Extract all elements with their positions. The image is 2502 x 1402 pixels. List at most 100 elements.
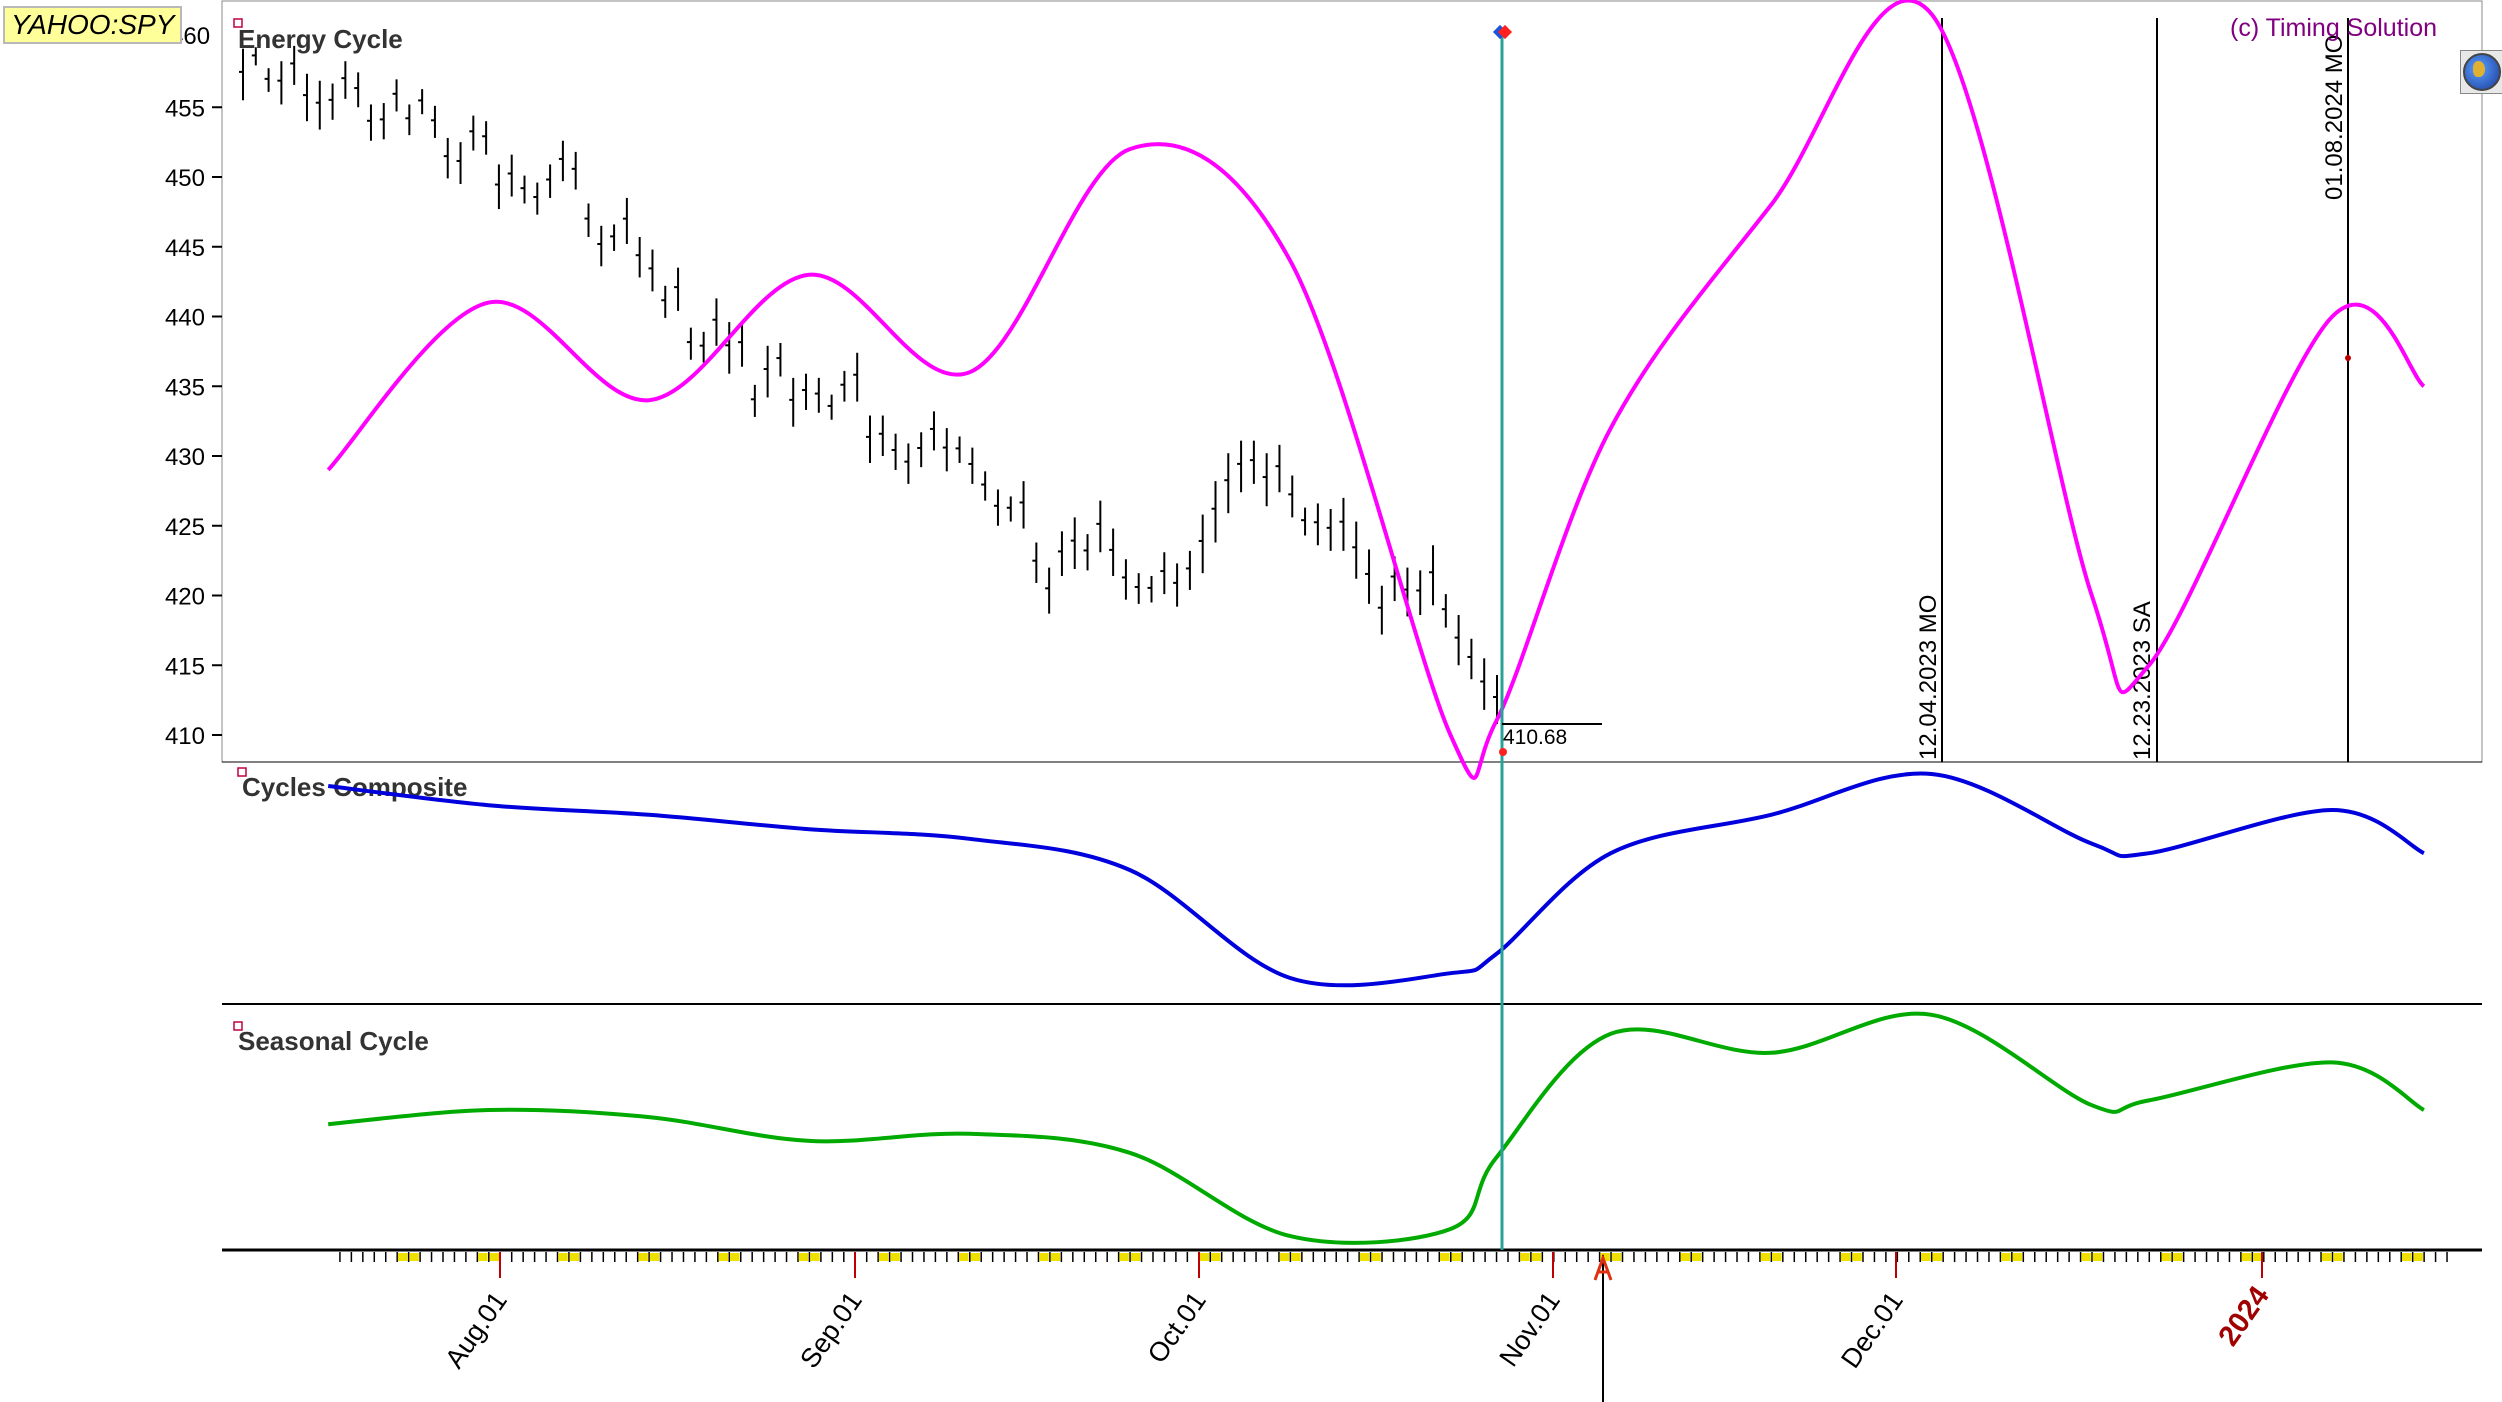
weekend-mark bbox=[1440, 1253, 1450, 1261]
energy-panel-title: Energy Cycle bbox=[238, 24, 403, 54]
price-bar bbox=[251, 47, 257, 66]
price-bar bbox=[942, 428, 948, 472]
seasonal-cycle-line bbox=[328, 1011, 2425, 1245]
day-tick bbox=[1713, 1252, 1715, 1262]
day-tick bbox=[545, 1252, 547, 1262]
energy-panel-marker[interactable] bbox=[233, 18, 243, 28]
price-bar bbox=[1211, 481, 1217, 543]
weekend-mark bbox=[2241, 1253, 2252, 1261]
weekend-mark bbox=[1600, 1253, 1610, 1261]
price-bar bbox=[712, 298, 718, 346]
day-tick bbox=[2045, 1252, 2047, 1262]
day-tick bbox=[1759, 1252, 1761, 1262]
day-tick bbox=[739, 1252, 742, 1262]
weekend-mark bbox=[1039, 1253, 1049, 1261]
price-bar bbox=[264, 68, 270, 92]
day-tick bbox=[2366, 1252, 2368, 1262]
day-tick bbox=[1862, 1252, 1864, 1262]
day-tick bbox=[1266, 1252, 1269, 1262]
day-tick bbox=[2274, 1252, 2276, 1262]
price-bar bbox=[981, 471, 987, 501]
price-bar bbox=[1429, 545, 1435, 606]
price-bar bbox=[1121, 559, 1127, 600]
day-tick bbox=[442, 1252, 444, 1262]
weekend-mark bbox=[798, 1253, 809, 1261]
day-tick bbox=[1644, 1252, 1647, 1262]
price-bar bbox=[533, 182, 539, 215]
price-bar bbox=[494, 164, 500, 210]
day-tick bbox=[1404, 1252, 1406, 1262]
price-bar bbox=[738, 322, 744, 367]
day-tick bbox=[957, 1252, 960, 1262]
month-label: Nov.01 bbox=[1493, 1286, 1565, 1372]
day-tick bbox=[1747, 1252, 1750, 1262]
weekend-mark bbox=[890, 1253, 900, 1261]
day-tick bbox=[2240, 1252, 2242, 1262]
day-tick bbox=[625, 1252, 627, 1262]
day-tick bbox=[602, 1252, 605, 1262]
price-bar bbox=[302, 73, 308, 122]
weekend-mark bbox=[638, 1253, 648, 1261]
day-tick bbox=[1129, 1252, 1131, 1262]
day-tick bbox=[774, 1252, 776, 1262]
day-tick bbox=[2400, 1252, 2402, 1262]
day-tick bbox=[1827, 1252, 1830, 1262]
day-tick bbox=[1324, 1252, 1326, 1262]
day-tick bbox=[2079, 1252, 2082, 1262]
price-bar bbox=[1249, 440, 1255, 484]
weekend-mark bbox=[1451, 1253, 1461, 1261]
day-tick bbox=[510, 1252, 513, 1262]
day-tick bbox=[1461, 1252, 1463, 1262]
day-tick bbox=[1220, 1252, 1223, 1262]
day-tick bbox=[1839, 1252, 1841, 1262]
day-tick bbox=[831, 1252, 834, 1262]
day-tick bbox=[2102, 1252, 2105, 1262]
globe-button[interactable] bbox=[2460, 50, 2502, 94]
weekend-mark bbox=[878, 1253, 889, 1261]
day-tick bbox=[568, 1252, 570, 1262]
day-tick bbox=[2320, 1252, 2322, 1262]
weekend-mark bbox=[489, 1253, 499, 1261]
price-bar bbox=[328, 83, 334, 120]
day-tick bbox=[1484, 1252, 1486, 1262]
cursor-marker-red[interactable] bbox=[1497, 24, 1513, 40]
day-tick bbox=[2148, 1252, 2151, 1262]
day-tick bbox=[1427, 1252, 1429, 1262]
day-tick bbox=[1873, 1252, 1876, 1262]
day-tick bbox=[2228, 1252, 2231, 1262]
day-tick bbox=[1793, 1252, 1796, 1262]
day-tick bbox=[1610, 1252, 1612, 1262]
price-bar bbox=[1096, 500, 1102, 553]
price-bar bbox=[1160, 552, 1166, 595]
weekend-mark bbox=[1852, 1253, 1862, 1261]
weekend-mark bbox=[2161, 1253, 2171, 1261]
day-tick bbox=[1106, 1252, 1108, 1262]
price-bar bbox=[853, 352, 859, 402]
day-tick bbox=[2171, 1252, 2173, 1262]
day-tick bbox=[1656, 1252, 1658, 1262]
day-tick bbox=[1976, 1252, 1979, 1262]
day-tick bbox=[533, 1252, 536, 1262]
day-tick bbox=[1301, 1252, 1303, 1262]
day-tick bbox=[1999, 1252, 2002, 1262]
seasonal-panel-marker[interactable] bbox=[233, 1021, 243, 1031]
day-tick bbox=[1243, 1252, 1246, 1262]
price-bar bbox=[1454, 615, 1460, 666]
day-tick bbox=[1163, 1252, 1166, 1262]
weekend-mark bbox=[1119, 1253, 1129, 1261]
day-tick bbox=[1598, 1252, 1601, 1262]
price-bar bbox=[1441, 594, 1447, 628]
day-tick bbox=[1633, 1252, 1635, 1262]
day-tick bbox=[396, 1252, 398, 1262]
price-bar bbox=[686, 327, 692, 360]
today-arrow-icon[interactable] bbox=[1593, 1253, 1613, 1281]
price-bar bbox=[558, 140, 564, 182]
ticker-label[interactable]: YAHOO:SPY bbox=[3, 6, 183, 44]
price-bar bbox=[635, 236, 641, 278]
day-tick bbox=[1278, 1252, 1280, 1262]
composite-panel-marker[interactable] bbox=[237, 767, 247, 777]
price-bar bbox=[546, 164, 552, 198]
day-tick bbox=[2034, 1252, 2036, 1262]
day-tick bbox=[1530, 1252, 1532, 1262]
